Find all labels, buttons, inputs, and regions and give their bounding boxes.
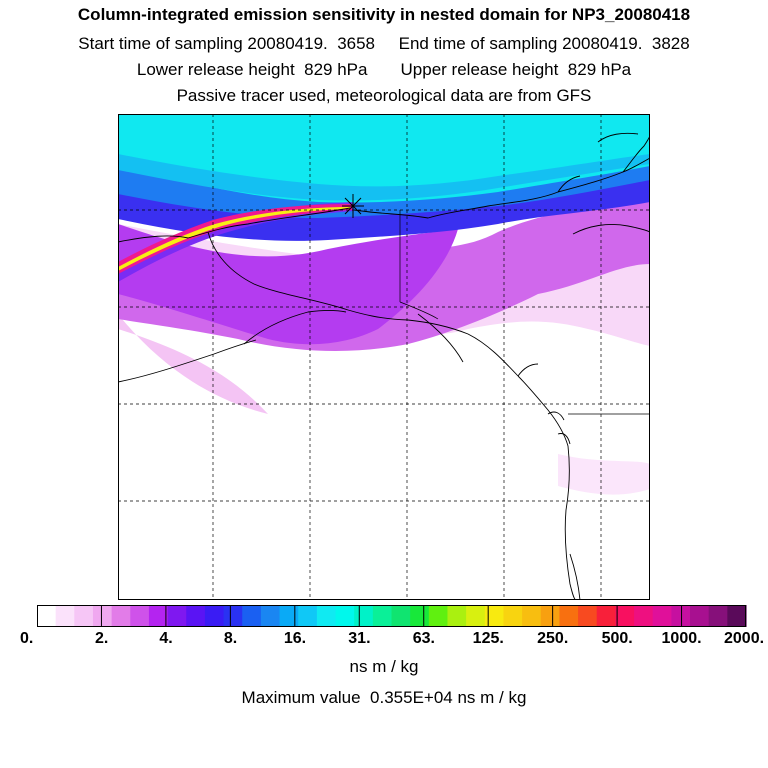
colorbar-cell [522,605,542,627]
colorbar-tick-label: 500. [601,630,633,647]
colorbar-cell [148,605,169,627]
colorbar [37,605,747,627]
colorbar-cell [37,605,57,627]
maximum-value-note: Maximum value 0.355E+04 ns m / kg [241,688,527,707]
colorbar-cell [242,605,262,627]
colorbar-cell [410,605,430,627]
colorbar-cell [111,605,131,627]
plot-title: Column-integrated emission sensitivity i… [77,5,691,24]
colorbar-cell [354,605,374,627]
release-site-marker [342,194,364,218]
colorbar-cell [279,605,299,627]
colorbar-cell [671,605,691,627]
colorbar-cell [74,605,94,627]
colorbar-cell [466,605,486,627]
colorbar-cell [167,605,187,627]
colorbar-cell [204,605,225,627]
colorbar-cell [578,605,598,627]
colorbar-cell [690,605,710,627]
emission-sensitivity-map [118,114,650,600]
colorbar-cell [540,605,561,627]
colorbar-cell [335,605,355,627]
colorbar-cell [727,605,747,627]
colorbar-cell [652,605,672,627]
colorbar-cell [615,605,635,627]
colorbar-cell [260,605,281,627]
plume-core-yellow [118,207,350,271]
colorbar-tick-label: 2000. [724,630,765,647]
colorbar-tick-label: 0. [20,630,34,647]
colorbar-cell [484,605,505,627]
colorbar-cell [223,605,243,627]
colorbar-cell [559,605,579,627]
colorbar-cell [447,605,467,627]
colorbar-cell [391,605,411,627]
colorbar-tick-label: 125. [472,630,504,647]
borders [399,210,650,415]
colorbar-tick-label: 2. [94,630,109,647]
colorbar-cell [130,605,150,627]
colorbar-tick-label: 31. [348,630,371,647]
colorbar-tick-label: 8. [223,630,238,647]
colorbar-tick-label: 63. [412,630,435,647]
colorbar-cell [503,605,523,627]
graticule [118,114,650,600]
colorbar-cell [372,605,393,627]
colorbar-cell [186,605,206,627]
colorbar-cell [596,605,616,627]
colorbar-cell [634,605,654,627]
colorbar-cell [92,605,113,627]
colorbar-tick-label: 16. [283,630,307,647]
colorbar-tick-label: 4. [159,630,173,647]
colorbar-tick-label: 1000. [661,630,702,647]
colorbar-cell [55,605,75,627]
coastlines [118,132,650,600]
release-height-line: Lower release height 829 hPa Upper relea… [136,60,632,79]
colorbar-cell [298,605,318,627]
colorbar-cell [708,605,728,627]
colorbar-cell [316,605,337,627]
colorbar-units: ns m / kg [349,657,419,676]
tracer-info-line: Passive tracer used, meteorological data… [176,86,592,105]
plume-core-pink [118,204,352,274]
colorbar-tick-label: 250. [537,630,569,647]
colorbar-cell [428,605,449,627]
sampling-time-line: Start time of sampling 20080419. 3658 En… [78,34,690,53]
